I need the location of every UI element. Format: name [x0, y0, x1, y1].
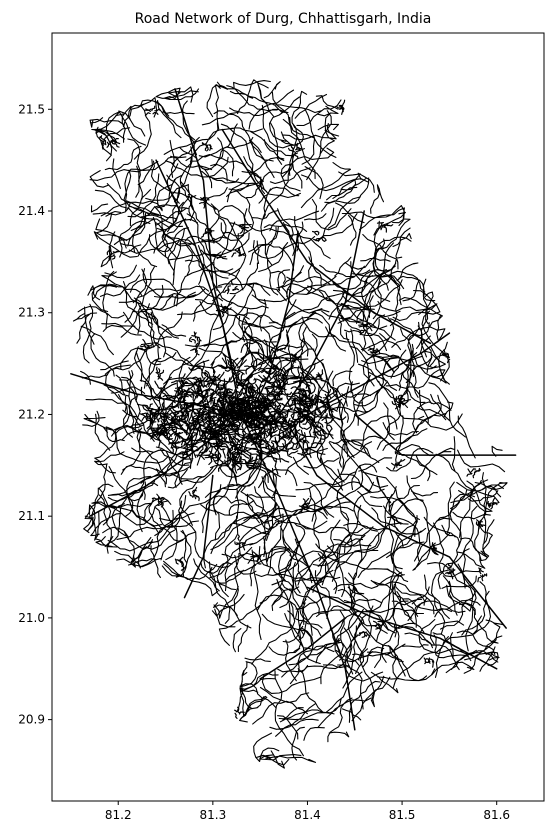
main-road — [89, 413, 242, 517]
x-tick-label: 81.5 — [389, 808, 416, 822]
road-network — [70, 79, 517, 769]
x-axis: 81.2 81.3 81.4 81.5 81.6 — [105, 801, 510, 822]
x-tick-label: 81.3 — [199, 808, 226, 822]
road-segments — [72, 79, 508, 769]
y-axis: 20.9 21.0 21.1 21.2 21.3 21.4 21.5 — [18, 102, 52, 727]
main-road — [183, 474, 214, 599]
main-road — [259, 617, 347, 680]
main-road — [155, 159, 356, 731]
main-road — [354, 413, 517, 456]
y-tick-label: 21.0 — [18, 611, 45, 625]
x-tick-label: 81.4 — [294, 808, 321, 822]
plot-frame — [51, 32, 545, 802]
main-road — [249, 230, 299, 416]
y-tick-label: 21.1 — [18, 509, 45, 523]
chart-title: Road Network of Durg, Chhattisgarh, Indi… — [135, 11, 432, 27]
x-tick-label: 81.2 — [105, 808, 132, 822]
main-road — [70, 332, 451, 426]
main-road — [306, 586, 498, 670]
y-tick-label: 21.4 — [18, 204, 45, 218]
y-tick-label: 21.5 — [18, 102, 45, 116]
y-tick-label: 21.3 — [18, 306, 45, 320]
y-tick-label: 21.2 — [18, 407, 45, 421]
main-road — [221, 128, 432, 345]
main-road — [287, 423, 507, 629]
x-tick-label: 81.6 — [483, 808, 510, 822]
y-tick-label: 20.9 — [18, 713, 45, 727]
main-road — [278, 210, 365, 416]
main-road — [174, 88, 233, 365]
village-clusters — [98, 99, 498, 719]
